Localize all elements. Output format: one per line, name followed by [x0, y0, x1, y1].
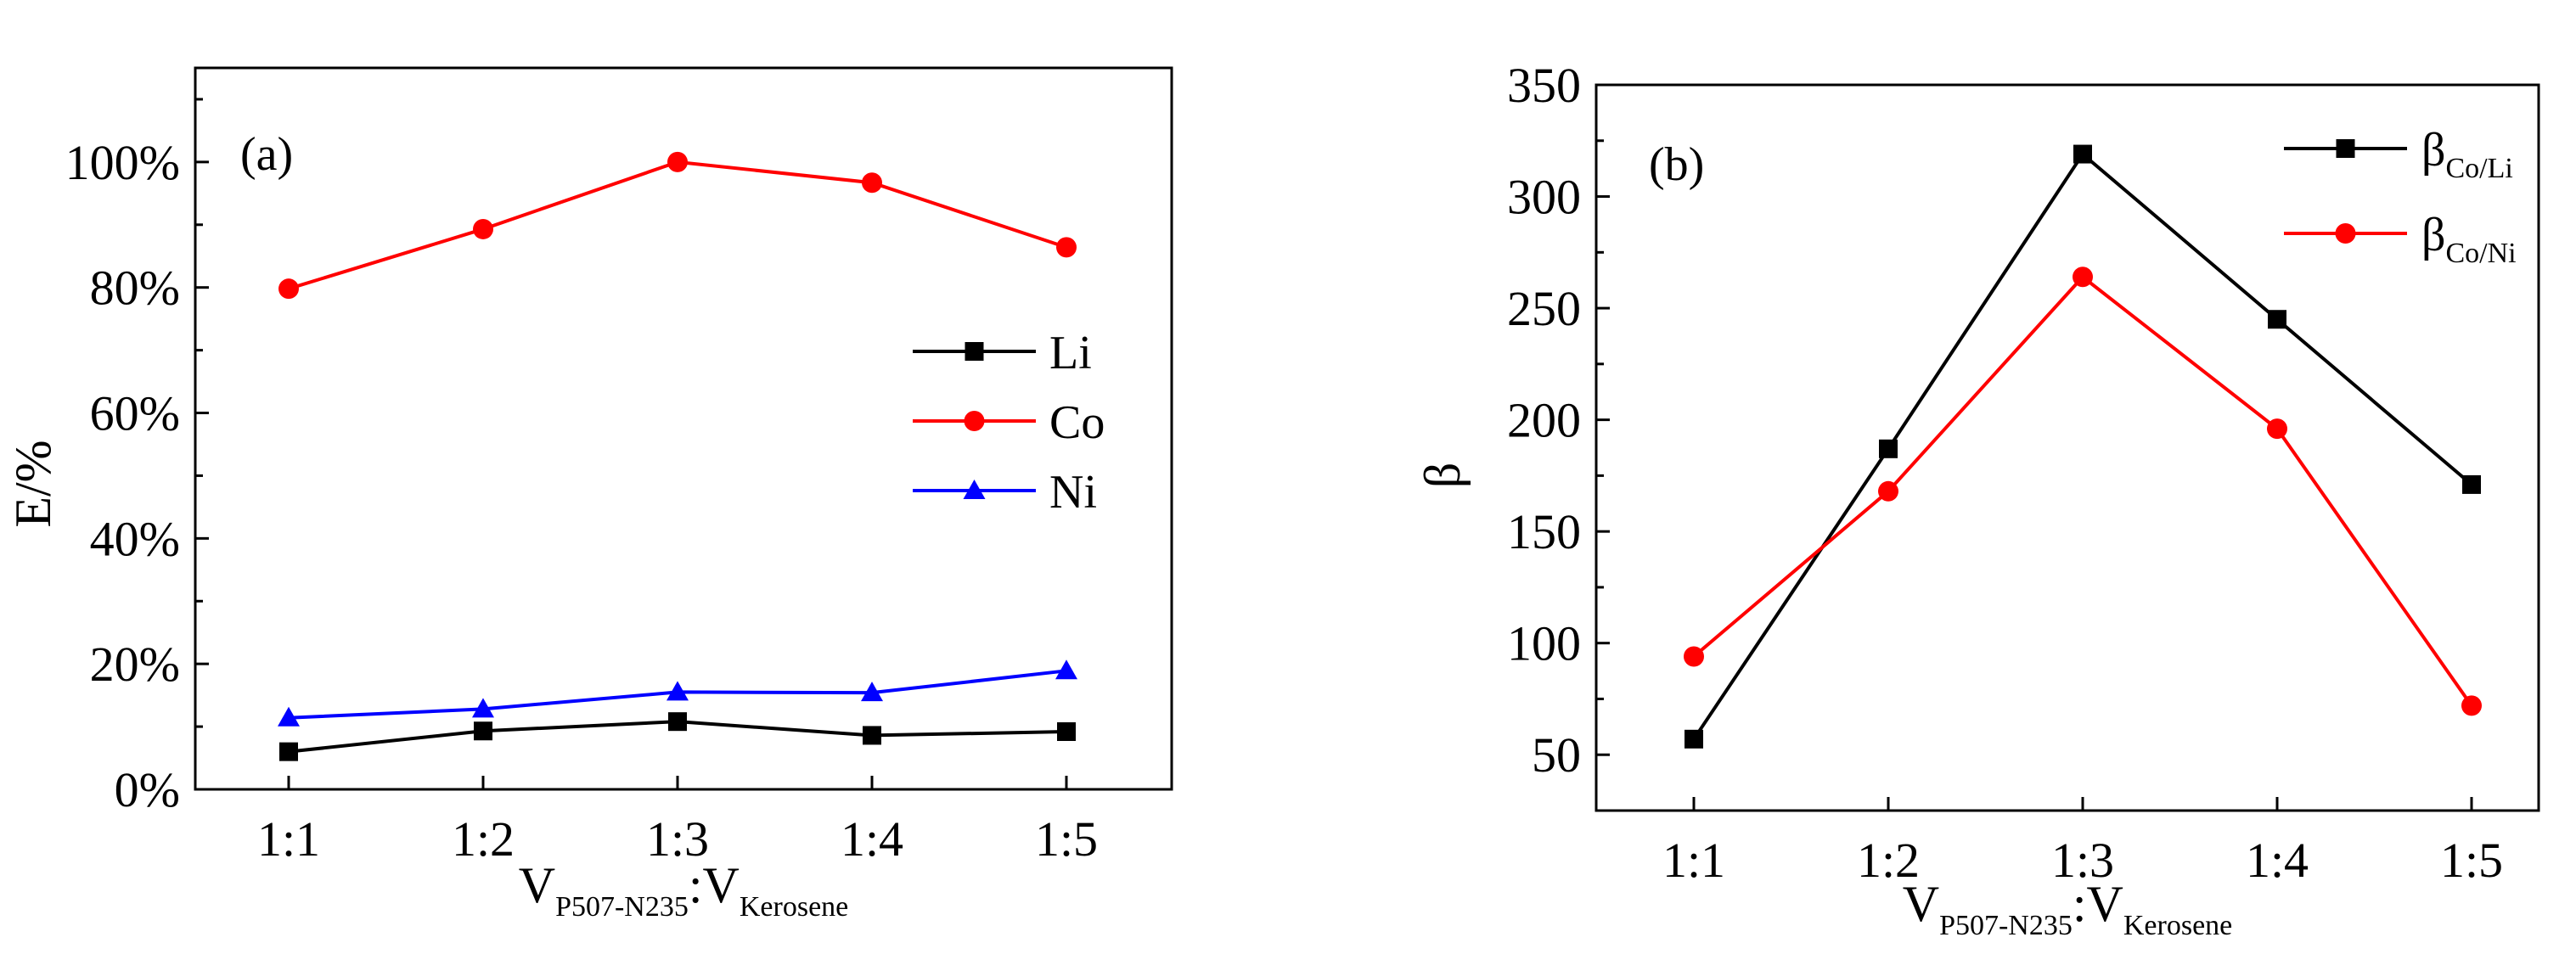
data-point [862, 172, 882, 194]
panel-label: (a) [240, 128, 293, 181]
legend-marker [2336, 139, 2355, 158]
y-tick-label: 100% [65, 135, 180, 190]
legend-label: Co [1049, 396, 1105, 449]
y-tick-label: 50 [1532, 727, 1581, 783]
legend-marker [2335, 223, 2356, 244]
x-axis-title-part: V [2087, 876, 2123, 932]
y-tick-label: 300 [1507, 170, 1581, 225]
data-point [474, 721, 492, 741]
data-point [1057, 722, 1076, 741]
x-tick-label: 1:2 [452, 811, 515, 867]
data-point [861, 682, 883, 702]
legend-label: Ni [1049, 466, 1097, 519]
legend-entry: βCo/Ni [2284, 209, 2517, 269]
x-tick-label: 1:5 [2440, 833, 2503, 888]
y-tick-label: 200 [1507, 393, 1581, 448]
series-co-li [1685, 144, 2481, 749]
data-point [1056, 237, 1077, 258]
legend-label-subscript: Co/Ni [2446, 238, 2517, 269]
y-tick-label: 350 [1507, 58, 1581, 113]
x-tick-label: 1:4 [2246, 833, 2309, 888]
x-axis-title: VP507-N235:VKerosene [1903, 876, 2233, 941]
series-line [1692, 151, 2473, 740]
x-tick-label: 1:1 [257, 811, 320, 867]
y-axis-title: β [1415, 463, 1471, 489]
data-point [279, 742, 298, 761]
legend-label-main: β [2421, 124, 2446, 177]
x-axis-title-part: V [519, 857, 555, 913]
data-point [2073, 144, 2092, 164]
y-tick-label: 60% [90, 386, 180, 441]
x-tick-label: 1:1 [1662, 833, 1725, 888]
series-line [288, 160, 1067, 291]
data-point [1685, 729, 1703, 749]
series-ni [278, 659, 1077, 727]
data-point [1879, 439, 1898, 458]
data-point [666, 681, 689, 701]
x-axis-title-part: V [703, 857, 740, 913]
x-tick-label: 1:2 [1857, 833, 1920, 888]
data-point [1055, 659, 1077, 680]
x-axis-title-subscript: P507-N235 [1939, 910, 2073, 941]
legend-entry: βCo/Li [2284, 124, 2513, 184]
data-point [2073, 267, 2093, 288]
series-co-ni [1684, 267, 2482, 716]
chart-panel-a: 0%20%40%60%80%100%1:1 1:2 1:3 1:4 1:5E/%VP50… [5, 66, 1173, 923]
legend-entry: Li [913, 327, 1092, 379]
y-tick-label: 80% [90, 261, 180, 316]
data-point [667, 151, 688, 172]
x-axis-title-subscript: P507-N235 [555, 891, 689, 923]
legend-label: Li [1049, 327, 1092, 379]
x-tick-label: 1:3 [2051, 833, 2114, 888]
legend-marker [964, 411, 985, 431]
data-point [668, 712, 687, 732]
y-axis-title: E/% [5, 440, 61, 527]
legend-label-main: β [2421, 209, 2446, 261]
series-co [278, 151, 1077, 300]
legend-entry: Ni [913, 466, 1097, 519]
x-axis-title-part: V [1903, 876, 1939, 932]
legend-label-main: Ni [1049, 466, 1097, 519]
data-point [2267, 418, 2287, 440]
x-axis-title-part: : [689, 857, 703, 913]
plot-frame [194, 66, 1173, 791]
data-point [2268, 310, 2286, 329]
y-tick-label: 40% [90, 511, 180, 566]
data-point [1878, 480, 1898, 502]
data-point [278, 706, 300, 727]
data-point [473, 218, 493, 239]
data-point [1684, 646, 1704, 667]
legend-entry: Co [913, 396, 1105, 449]
data-point [278, 278, 299, 300]
data-point [472, 698, 494, 718]
x-axis-title: VP507-N235:VKerosene [519, 857, 849, 923]
legend-label-subscript: Co/Li [2446, 153, 2513, 184]
x-tick-label: 1:3 [646, 811, 709, 867]
y-tick-label: 0% [115, 762, 180, 817]
y-tick-label: 20% [90, 637, 180, 692]
y-tick-label: 150 [1507, 504, 1581, 559]
x-axis-title-subscript: Kerosene [2123, 910, 2232, 941]
x-tick-label: 1:4 [841, 811, 903, 867]
x-axis-title-part: : [2073, 876, 2087, 932]
legend-label-main: Co [1049, 396, 1105, 449]
x-tick-label: 1:5 [1035, 811, 1098, 867]
x-axis-title-subscript: Kerosene [740, 891, 848, 923]
data-point [863, 726, 881, 745]
series-line [1692, 274, 2473, 707]
y-tick-label: 250 [1507, 281, 1581, 336]
panel-label: (b) [1649, 138, 1704, 191]
data-point [2461, 695, 2482, 716]
series-li [279, 712, 1076, 761]
legend-label: βCo/Ni [2421, 209, 2517, 269]
y-tick-label: 100 [1507, 616, 1581, 671]
plot-frame [1595, 83, 2540, 812]
legend-label: βCo/Li [2421, 124, 2513, 184]
data-point [2462, 474, 2481, 494]
legend-marker [963, 480, 986, 499]
legend-label-main: Li [1049, 327, 1092, 379]
legend-marker [965, 342, 984, 361]
